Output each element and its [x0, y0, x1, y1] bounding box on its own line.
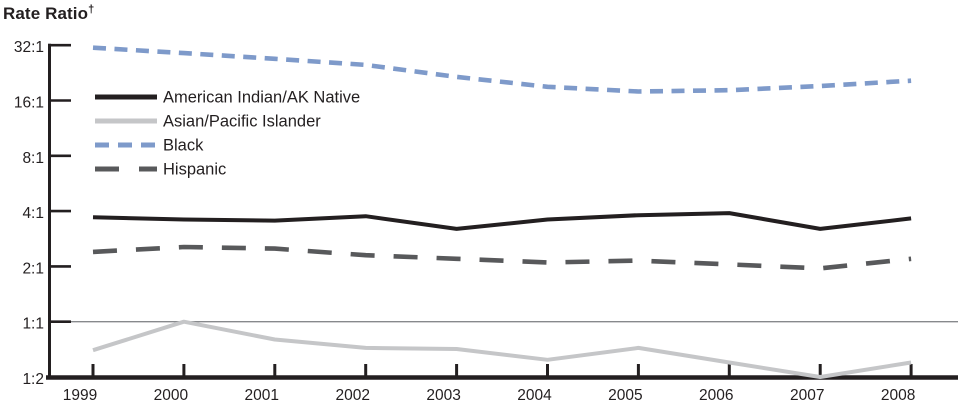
y-axis-tick-label: 2:1 [22, 260, 44, 277]
chart-title: Rate Ratio† [3, 4, 94, 24]
x-axis-tick-label: 2003 [426, 387, 460, 404]
x-axis-tick-label: 2005 [608, 387, 642, 404]
series-line-black [92, 45, 912, 94]
dagger-footnote-marker: † [88, 3, 95, 16]
y-axis-tick-label: 8:1 [22, 150, 44, 167]
x-axis-tick-label: 2008 [881, 387, 915, 404]
y-axis-tick-label: 32:1 [14, 39, 44, 56]
series-line-american-indian-ak-native [92, 211, 912, 231]
series-line-hispanic [92, 244, 912, 271]
y-axis-tick-label: 4:1 [22, 205, 44, 222]
legend-label: Hispanic [163, 161, 226, 179]
x-axis-tick-label: 1999 [63, 387, 97, 404]
y-axis-tick-label: 1:2 [22, 371, 44, 388]
y-axis-tick-label: 16:1 [14, 95, 44, 112]
legend-label: Black [163, 137, 204, 155]
y-axis-tick-label: 1:1 [22, 316, 44, 333]
series-line-asian-pacific-islander [92, 319, 912, 379]
x-axis-tick-label: 2000 [154, 387, 189, 404]
chart-title-text: Rate Ratio [3, 4, 89, 23]
x-axis-tick-label: 2001 [245, 387, 279, 404]
x-axis-tick-label: 2006 [699, 387, 733, 404]
x-axis-tick-label: 2002 [335, 387, 369, 404]
legend-label: Asian/Pacific Islander [163, 113, 321, 131]
x-axis-tick-label: 2004 [517, 387, 552, 404]
legend-label: American Indian/AK Native [163, 89, 360, 107]
x-axis-tick-label: 2007 [790, 387, 824, 404]
